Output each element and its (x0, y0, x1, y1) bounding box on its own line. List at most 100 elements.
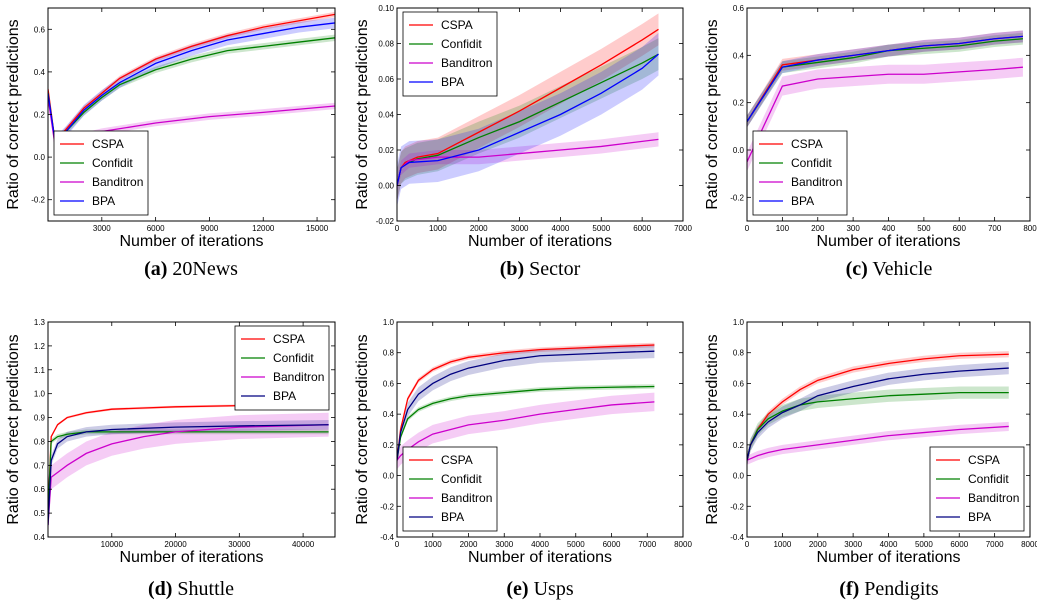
subfigure-caption: (c) Vehicle (846, 258, 933, 280)
series-line (48, 424, 329, 526)
y-tick-label: -0.2 (730, 502, 744, 511)
y-tick-label: 0.6 (733, 379, 745, 388)
subfigure-caption-label: (f) (839, 578, 859, 600)
x-tick-label: 8000 (1021, 540, 1037, 549)
subfigure-caption-text: Pendigits (859, 578, 939, 600)
x-tick-label: 40000 (292, 540, 315, 549)
y-tick-label: 1.3 (34, 318, 46, 327)
legend-label: Banditron (968, 491, 1019, 505)
x-tick-label: 7000 (638, 540, 656, 549)
x-tick-label: 9000 (201, 224, 219, 233)
confidence-band (397, 344, 655, 468)
x-tick-label: 2000 (809, 540, 827, 549)
legend-label: CSPA (92, 137, 124, 151)
y-tick-label: 0.2 (34, 111, 46, 120)
x-tick-label: 3000 (511, 224, 529, 233)
legend-label: BPA (273, 389, 296, 403)
y-tick-label: 0.00 (378, 182, 394, 191)
y-tick-label: 0.4 (733, 410, 745, 419)
y-tick-label: 0.5 (34, 509, 46, 518)
x-axis-label: Number of iterations (119, 233, 263, 250)
x-tick-label: 7000 (674, 224, 692, 233)
x-axis-label: Number of iterations (468, 549, 612, 566)
y-tick-label: 0.0 (733, 472, 745, 481)
subfigure-caption-text: 20News (167, 258, 238, 280)
x-tick-label: 500 (917, 224, 931, 233)
subfigure-caption: (b) Sector (500, 258, 581, 280)
legend-label: Confidit (968, 472, 1009, 486)
y-tick-label: 0.6 (383, 379, 395, 388)
plot-area (48, 403, 329, 537)
y-axis-label: Ratio of correct predictions (5, 334, 22, 524)
subfigure-caption-label: (b) (500, 258, 524, 280)
legend-label: CSPA (441, 18, 473, 32)
x-tick-label: 6000 (950, 540, 968, 549)
x-tick-label: 1000 (424, 540, 442, 549)
plot-area (48, 11, 335, 150)
confidence-band (747, 421, 1009, 465)
legend-label: Confidit (441, 472, 482, 486)
legend-label: CSPA (791, 137, 823, 151)
y-tick-label: -0.02 (376, 217, 395, 226)
subfigure-caption-text: Vehicle (868, 258, 933, 280)
legend-label: BPA (791, 194, 814, 208)
chart-panel: 10000 20000 30000 40000 0.4 0.5 0.6 0.7 0.8 0.9 1.… (5, 318, 336, 600)
confidence-band (747, 30, 1023, 128)
subfigure-caption-text: Sector (524, 258, 580, 280)
y-tick-label: 0.0 (733, 146, 745, 155)
x-tick-label: 0 (745, 224, 750, 233)
y-tick-label: 0.04 (378, 111, 394, 120)
legend: CSPA Confidit Banditron BPA (234, 325, 330, 411)
legend-label: Banditron (791, 175, 842, 189)
legend-label: Banditron (441, 56, 492, 70)
subfigure-caption: (d) Shuttle (148, 578, 234, 600)
x-tick-label: 400 (882, 224, 896, 233)
legend-label: Confidit (92, 156, 133, 170)
x-axis-label: Number of iterations (468, 233, 612, 250)
x-tick-label: 12000 (252, 224, 275, 233)
x-tick-label: 700 (988, 224, 1002, 233)
x-tick-label: 1000 (773, 540, 791, 549)
x-tick-label: 4000 (880, 540, 898, 549)
y-tick-label: 1.2 (34, 342, 46, 351)
y-tick-label: 0.02 (378, 146, 394, 155)
legend-label: BPA (92, 194, 115, 208)
confidence-band (48, 412, 329, 537)
legend-label: Banditron (92, 175, 143, 189)
legend-label: BPA (441, 75, 464, 89)
y-axis-label: Ratio of correct predictions (704, 334, 721, 524)
x-tick-label: 100 (776, 224, 790, 233)
series-line (48, 424, 329, 526)
x-tick-label: 8000 (674, 540, 692, 549)
legend-label: Confidit (441, 37, 482, 51)
x-tick-label: 3000 (93, 224, 111, 233)
legend-label: Confidit (273, 351, 314, 365)
series-line (747, 66, 1023, 163)
chart-panel: 3000 6000 9000 12000 15000 -0.2 0.0 0.2 0.4 0.6 Nu… (5, 7, 336, 280)
x-tick-label: 2000 (470, 224, 488, 233)
subfigure-caption: (a) 20News (144, 258, 238, 280)
chart-panel: 0 1000 2000 3000 4000 5000 6000 7000 8000 -0.4 -0.… (354, 318, 692, 600)
legend: CSPA Confidit Banditron BPA (53, 130, 149, 216)
confidence-band (48, 17, 335, 148)
series-line (397, 53, 659, 186)
series-line (397, 344, 655, 461)
x-tick-label: 15000 (306, 224, 329, 233)
x-tick-label: 1000 (429, 224, 447, 233)
y-tick-label: 0.4 (733, 51, 745, 60)
legend-label: Banditron (441, 491, 492, 505)
y-tick-label: -0.2 (380, 502, 394, 511)
legend: CSPA Confidit Banditron BPA (402, 446, 498, 532)
confidence-band (48, 403, 329, 515)
x-tick-label: 300 (846, 224, 860, 233)
y-tick-label: 0.0 (383, 472, 395, 481)
y-tick-label: 0.6 (34, 25, 46, 34)
legend: CSPA Confidit Banditron BPA (752, 130, 848, 216)
legend-label: CSPA (441, 453, 473, 467)
confidence-band (397, 392, 655, 470)
series-line (747, 35, 1023, 122)
y-tick-label: 0.4 (34, 533, 46, 542)
legend-label: Banditron (273, 370, 324, 384)
subfigure-caption-label: (c) (846, 258, 868, 280)
